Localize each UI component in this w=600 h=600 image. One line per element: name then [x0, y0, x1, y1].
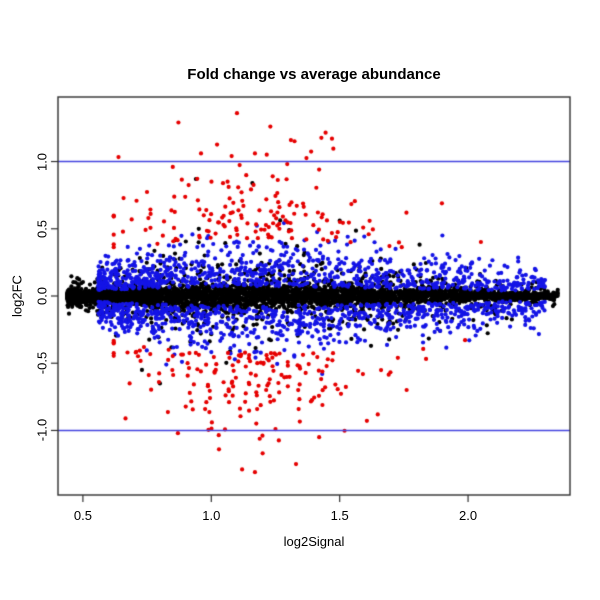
x-tick-label: 0.5	[73, 508, 92, 523]
x-tick-label: 2.0	[459, 508, 478, 523]
y-tick-label: 0.5	[34, 219, 50, 238]
chart-title: Fold change vs average abundance	[187, 66, 441, 83]
y-tick-label: 1.0	[34, 152, 50, 171]
y-tick-label: -1.0	[34, 419, 50, 442]
x-tick-label: 1.0	[202, 508, 221, 523]
y-axis-label: log2FC	[9, 275, 25, 317]
x-tick-label: 1.5	[330, 508, 349, 523]
x-axis-label: log2Signal	[283, 534, 345, 549]
y-tick-label: -0.5	[34, 352, 50, 375]
y-tick-label: 0.0	[34, 286, 50, 306]
